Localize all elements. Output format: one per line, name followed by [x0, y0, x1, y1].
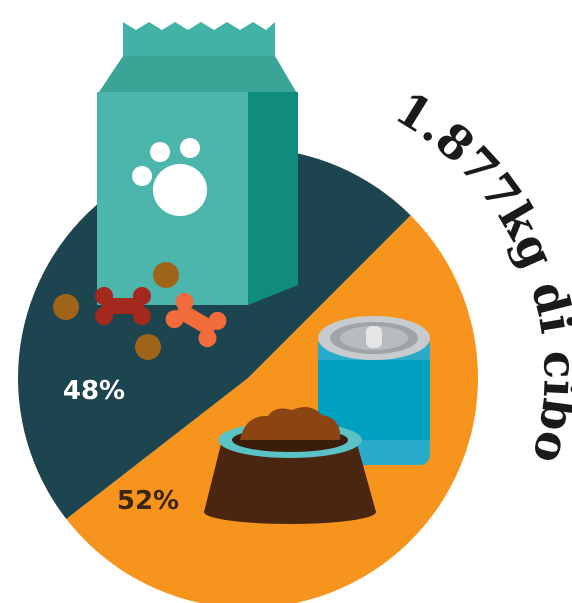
pie-slice — [66, 215, 478, 603]
slice-label: 52% — [117, 486, 179, 516]
slice-label: 48% — [63, 376, 125, 406]
bowl-illustration — [204, 406, 376, 524]
food-bag-illustration — [53, 22, 298, 360]
